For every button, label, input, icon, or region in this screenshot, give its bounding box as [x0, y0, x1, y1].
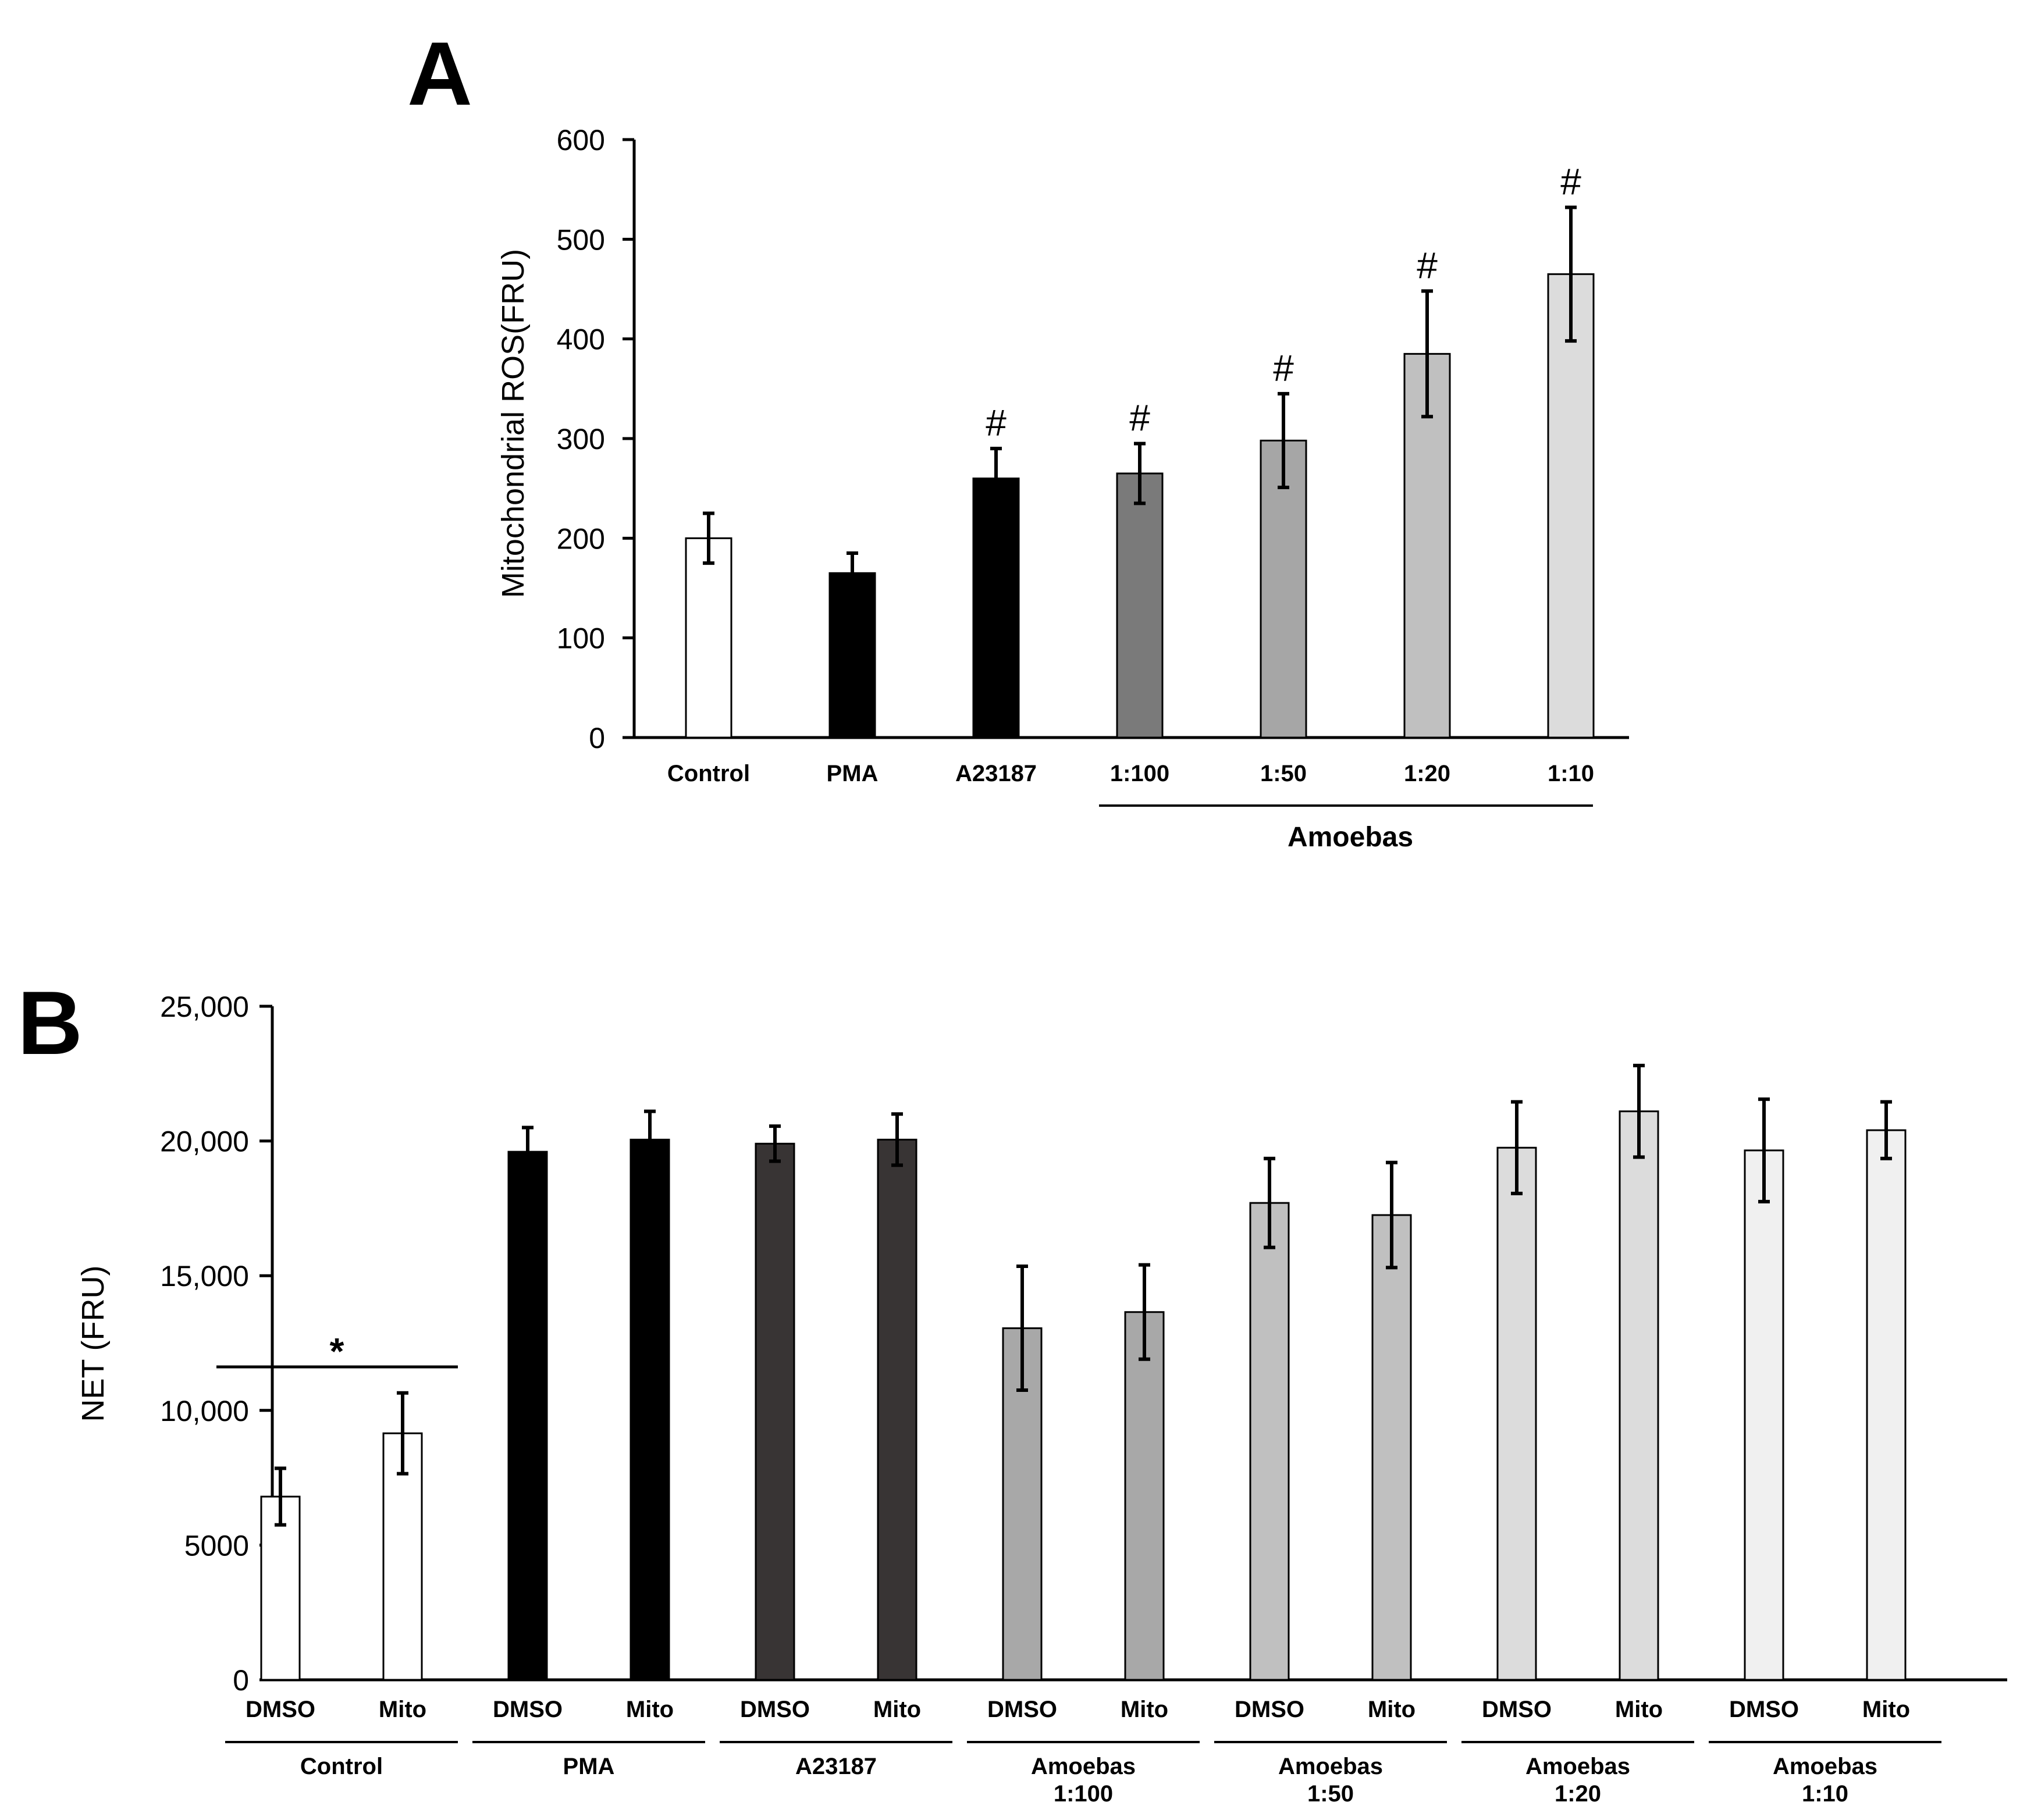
panel-a-y-tick-label: 100 [557, 622, 605, 655]
panel-a-significance-mark: # [1417, 244, 1438, 286]
panel-a-y-tick-label: 200 [557, 522, 605, 555]
panel-a-significance-mark: # [1560, 161, 1581, 203]
panel-b-group-label: A23187 [795, 1754, 877, 1779]
panel-b-y-tick-label: 15,000 [160, 1260, 249, 1292]
panel-b-series-label: Mito [1121, 1697, 1168, 1722]
panel-b-series-label: Mito [873, 1697, 921, 1722]
panel-b-series-label: Mito [1615, 1697, 1663, 1722]
panel-a-category-label: 1:10 [1548, 761, 1594, 786]
panel-a-y-tick-label: 0 [589, 722, 605, 754]
panel-b-significance-mark: * [330, 1330, 344, 1372]
panel-b-group-ratio-label: 1:50 [1307, 1781, 1354, 1807]
panel-b-group-label: Amoebas [1773, 1754, 1877, 1779]
panel-a-category-label: Control [667, 761, 750, 786]
panel-b-y-tick-label: 20,000 [160, 1126, 249, 1158]
panel-b-series-label: DMSO [1482, 1697, 1552, 1722]
panel-b-series-label: DMSO [493, 1697, 563, 1722]
panel-a-group-label: Amoebas [1288, 822, 1413, 853]
panel-a-chart: A Mitochondrial ROS(FRU) Amoebas 0 100 200… [407, 23, 1629, 853]
panel-a-category-label: 1:100 [1110, 761, 1169, 786]
panel-a-bar [972, 478, 1020, 739]
panel-b-bar-mito [630, 1138, 670, 1681]
panel-b-y-tick-label: 0 [233, 1664, 249, 1697]
panel-a-y-tick-label: 400 [557, 323, 605, 356]
panel-b-group-label: Amoebas [1031, 1754, 1136, 1779]
panel-b-bar-dmso [755, 1142, 795, 1681]
panel-b-group-label: Amoebas [1278, 1754, 1383, 1779]
panel-b-group-label: Control [300, 1754, 383, 1779]
panel-a-bar [828, 572, 876, 739]
panel-a-y-tick-label: 300 [557, 423, 605, 455]
panel-a-y-tick-label: 500 [557, 223, 605, 256]
panel-b-group-label: PMA [563, 1754, 615, 1779]
panel-b-bar-dmso [1496, 1146, 1537, 1681]
panel-a-category-label: PMA [827, 761, 879, 786]
panel-b-bar-dmso [260, 1495, 301, 1681]
panel-b-y-tick-label: 25,000 [160, 991, 249, 1023]
panel-a-bar [685, 537, 732, 739]
panel-a-label: A [407, 23, 472, 124]
panel-b-y-axis-label: NET (FRU) [76, 1266, 111, 1422]
panel-b-series-label: DMSO [740, 1697, 810, 1722]
panel-a-category-label: 1:20 [1404, 761, 1450, 786]
panel-a-significance-mark: # [1129, 397, 1150, 439]
panel-b-chart: B NET (FRU) 0 5000 10,000 15,000 20,000 25,00… [17, 973, 2007, 1807]
panel-b-bar-dmso [507, 1151, 548, 1681]
panel-b-y-tick-label: 10,000 [160, 1395, 249, 1427]
panel-b-group-ratio-label: 1:10 [1802, 1781, 1848, 1807]
panel-b-bar-dmso [1744, 1149, 1784, 1681]
panel-a-bar [1547, 273, 1595, 739]
panel-b-series-label: DMSO [1235, 1697, 1304, 1722]
panel-b-series-label: Mito [379, 1697, 426, 1722]
panel-b-series-label: DMSO [987, 1697, 1057, 1722]
panel-a-significance-mark: # [986, 402, 1007, 444]
panel-b-label: B [17, 973, 83, 1073]
panel-b-bar-mito [1371, 1214, 1412, 1681]
panel-b-bar-mito [1124, 1311, 1165, 1681]
panel-a-y-tick-label: 600 [557, 124, 605, 156]
panel-b-series-label: Mito [1862, 1697, 1910, 1722]
panel-b-series-label: Mito [626, 1697, 674, 1722]
panel-a-y-axis-label: Mitochondrial ROS(FRU) [496, 249, 531, 598]
panel-b-group-ratio-label: 1:20 [1555, 1781, 1601, 1807]
panel-b-series-label: DMSO [246, 1697, 315, 1722]
panel-b-series-label: Mito [1368, 1697, 1416, 1722]
panel-a-bar [1116, 472, 1164, 739]
panel-b-bar-dmso [1249, 1202, 1290, 1681]
panel-b-series-label: DMSO [1729, 1697, 1799, 1722]
panel-a-significance-mark: # [1273, 347, 1294, 389]
panel-b-bar-mito [1866, 1129, 1907, 1681]
panel-b-group-ratio-label: 1:100 [1054, 1781, 1113, 1807]
panel-b-bar-mito [877, 1138, 917, 1681]
panel-b-y-tick-label: 5000 [184, 1529, 249, 1562]
panel-a-category-label: 1:50 [1260, 761, 1307, 786]
panel-b-group-label: Amoebas [1525, 1754, 1630, 1779]
panel-a-category-label: A23187 [955, 761, 1037, 786]
panel-b-bar-mito [1619, 1110, 1659, 1681]
